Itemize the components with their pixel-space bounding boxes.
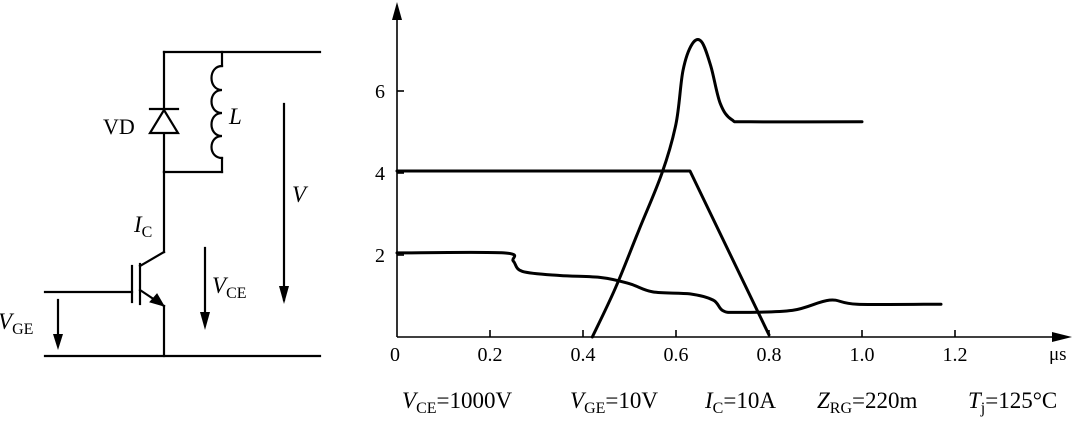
series-line-tail xyxy=(395,250,943,314)
condition-tj: Tj=125°C xyxy=(968,388,1057,417)
condition-ic: IC=10A xyxy=(704,388,776,417)
series-line-peak xyxy=(590,38,864,339)
vce-label: VCE xyxy=(212,273,247,302)
x-axis xyxy=(397,332,1072,342)
voltage-label: V xyxy=(292,182,309,207)
igbt-symbol xyxy=(43,250,166,308)
circuit-diagram: VD L V IC VCE VGE xyxy=(0,50,322,358)
diode-label: VD xyxy=(103,114,135,139)
x-ticks: 0 0.2 0.4 0.6 0.8 1.0 1.2 xyxy=(390,330,968,366)
condition-zrg: ZRG=220m xyxy=(817,388,918,417)
condition-vce: VCE=1000V xyxy=(402,388,512,417)
collector-current-label: IC xyxy=(133,212,152,241)
inductor-label: L xyxy=(228,104,242,129)
inductor-coil xyxy=(210,64,224,160)
x-tick-label: 0.2 xyxy=(478,344,503,366)
y-tick-label: 6 xyxy=(375,81,385,103)
x-tick-label: 0.6 xyxy=(664,344,689,366)
waveform-chart: μs 0 0.2 0.4 0.6 0.8 1.0 1.2 2 4 6 xyxy=(375,2,1072,366)
x-unit-label: μs xyxy=(1049,344,1067,365)
vge-arrow xyxy=(53,298,63,350)
vge-label: VGE xyxy=(0,309,33,338)
x-tick-label: 0.4 xyxy=(571,344,596,366)
vce-arrow xyxy=(200,246,210,330)
x-tick-label: 0.8 xyxy=(757,344,782,366)
voltage-arrow xyxy=(279,102,289,304)
y-tick-label: 4 xyxy=(375,163,385,185)
condition-vge: VGE=10V xyxy=(570,388,658,417)
y-ticks: 2 4 6 xyxy=(375,81,404,267)
x-tick-label: 1.2 xyxy=(943,344,968,366)
test-conditions: VCE=1000V VGE=10V IC=10A ZRG=220m Tj=125… xyxy=(402,388,1057,417)
series-group xyxy=(395,38,943,339)
x-tick-label: 0 xyxy=(390,344,400,366)
series-line-ramp xyxy=(395,169,771,337)
x-tick-label: 1.0 xyxy=(850,344,875,366)
y-tick-label: 2 xyxy=(375,245,385,267)
diode-symbol xyxy=(148,107,180,135)
